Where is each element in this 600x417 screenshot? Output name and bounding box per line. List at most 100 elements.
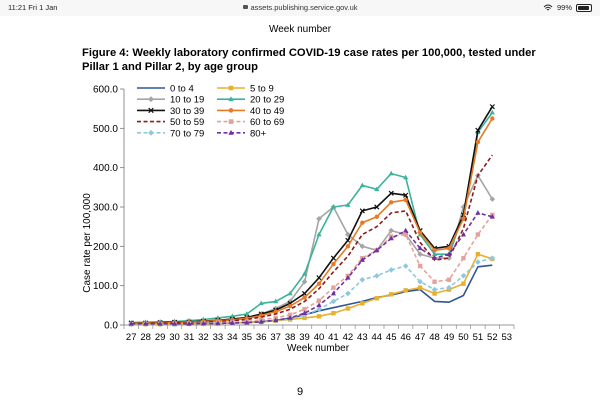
data-point (331, 311, 336, 316)
x-tick-label: 41 (328, 332, 339, 343)
y-tick-label: 200.0 (93, 242, 118, 253)
y-axis-group: 0.0 100.0 200.0 300.0 400.0 500.0 600.0 (93, 85, 125, 332)
battery-percent: 99% (556, 3, 572, 12)
page-number: 9 (296, 386, 304, 398)
data-point (273, 309, 278, 314)
data-point (360, 301, 365, 306)
data-point (287, 312, 293, 317)
data-point (388, 235, 394, 241)
data-point (316, 231, 322, 237)
lock-icon (242, 5, 248, 10)
x-tick-label: 46 (400, 332, 411, 343)
data-point (490, 116, 495, 121)
data-point (374, 296, 379, 301)
data-point (316, 302, 322, 308)
x-tick-label: 43 (357, 332, 368, 343)
data-point (417, 263, 423, 269)
data-point (417, 285, 423, 290)
data-point (228, 85, 234, 91)
data-point (431, 251, 438, 256)
data-point (128, 321, 134, 326)
status-icons: 99% (543, 3, 592, 12)
battery-icon (576, 3, 592, 12)
data-point (403, 232, 408, 237)
data-point (143, 321, 149, 326)
y-tick-label: 300.0 (93, 203, 118, 214)
legend-entry: 60 to 69 (217, 117, 284, 128)
data-point (475, 139, 481, 145)
data-point (475, 127, 481, 133)
data-point (432, 248, 437, 253)
data-point (475, 252, 481, 257)
data-point (244, 311, 250, 316)
data-point (360, 220, 365, 225)
x-tick-label: 42 (343, 332, 354, 343)
legend-label: 70 to 79 (170, 128, 204, 139)
address-bar[interactable]: assets.publishing.service.gov.uk (0, 3, 600, 12)
data-point (475, 232, 481, 237)
x-tick-label: 38 (285, 332, 296, 343)
data-point (157, 321, 163, 326)
figure-title: Figure 4: Weekly laboratory confirmed CO… (82, 47, 536, 73)
data-point (330, 255, 337, 261)
series-5 (129, 116, 495, 326)
x-tick-label: 36 (256, 332, 267, 343)
data-point (302, 307, 307, 312)
data-point (417, 278, 423, 285)
data-point (316, 275, 322, 281)
x-tick-label: 27 (126, 332, 137, 343)
data-point (432, 279, 437, 284)
data-point (287, 303, 293, 309)
data-point (316, 281, 322, 286)
data-point (330, 298, 337, 305)
data-point (287, 298, 293, 305)
data-point (228, 129, 234, 135)
data-point (402, 263, 409, 269)
data-point (215, 320, 221, 326)
data-point (388, 170, 394, 176)
x-axis-label: Week number (287, 343, 350, 354)
data-point (330, 290, 337, 296)
series-line (131, 112, 493, 324)
x-tick-label: 34 (227, 332, 238, 343)
x-tick-label: 28 (140, 332, 151, 343)
data-point (460, 273, 467, 279)
data-point (302, 295, 307, 300)
data-point (148, 107, 154, 114)
x-tick-label: 49 (444, 332, 455, 343)
data-point (403, 288, 408, 293)
legend-label: 80+ (250, 128, 267, 139)
legend-label: 40 to 49 (250, 106, 284, 117)
data-point (345, 237, 351, 244)
data-point (417, 251, 423, 257)
x-tick-label: 52 (487, 332, 498, 343)
data-point (287, 290, 293, 296)
data-point (228, 108, 234, 113)
url-text: assets.publishing.service.gov.uk (250, 3, 358, 12)
legend-entry: 40 to 49 (217, 106, 284, 117)
legend-entry: 10 to 19 (137, 95, 204, 106)
y-axis-label: Case rate per 100,000 (82, 193, 93, 293)
x-tick-label: 53 (501, 332, 512, 343)
data-point (331, 261, 336, 267)
data-point (403, 192, 409, 198)
legend-entry: 80+ (217, 128, 267, 139)
data-point (345, 290, 351, 297)
data-point (403, 174, 409, 180)
data-point (389, 200, 394, 205)
series-9 (128, 210, 495, 326)
data-point (432, 291, 437, 296)
x-tick-label: 45 (386, 332, 397, 343)
legend-entry: 50 to 59 (137, 117, 204, 128)
data-point (446, 284, 452, 291)
data-point (316, 298, 322, 303)
x-axis-group: 27 28 29 30 31 32 33 34 35 36 37 38 39 40 41 42 43 44 45 46… (123, 324, 515, 343)
data-point (359, 243, 366, 250)
data-point (475, 210, 481, 215)
data-point (301, 271, 308, 276)
y-tick-label: 100.0 (93, 281, 118, 292)
x-tick-label: 50 (458, 332, 469, 343)
data-point (461, 281, 466, 286)
series-line (131, 214, 493, 325)
legend-entry: 5 to 9 (217, 84, 274, 95)
